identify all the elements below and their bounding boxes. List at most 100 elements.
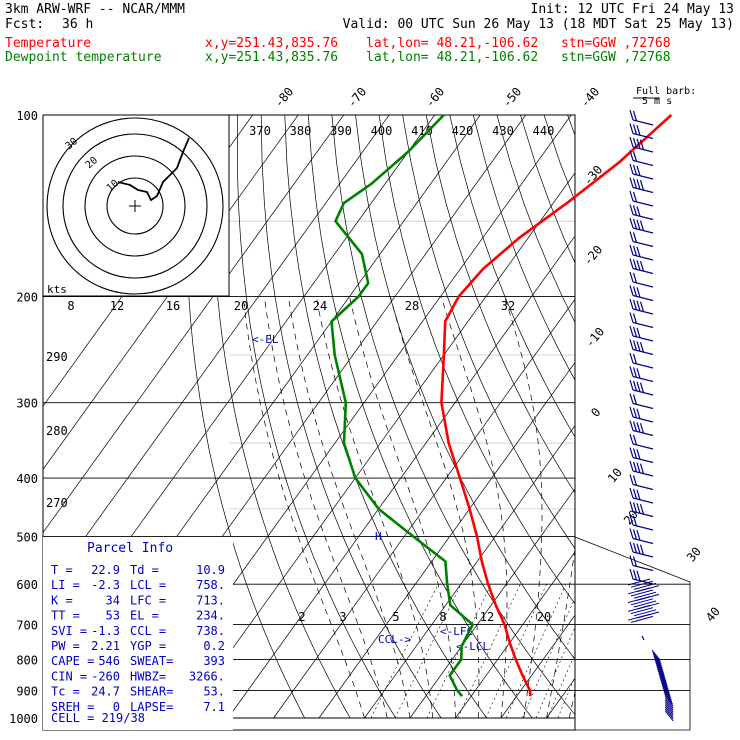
wind-barb bbox=[629, 136, 654, 153]
dry-adiabat bbox=[212, 115, 351, 719]
dewpoint-station: stn=GGW ,72768 bbox=[561, 50, 671, 65]
parcel-value: 758. bbox=[196, 578, 225, 592]
wind-barb bbox=[629, 447, 654, 464]
annotation-label: <-EL bbox=[252, 333, 279, 346]
isotherm bbox=[43, 115, 344, 534]
wind-barb bbox=[658, 674, 668, 686]
valid-time: Valid: 00 UTC Sun 26 May 13 (18 MDT Sat … bbox=[342, 17, 734, 32]
parcel-value: 713. bbox=[196, 593, 225, 607]
parcel-value: 738. bbox=[196, 624, 225, 638]
wind-barb bbox=[641, 635, 645, 641]
isotherm-label: -10 bbox=[583, 325, 608, 351]
dry-adiabat bbox=[638, 115, 740, 718]
model-title: 3km ARW-WRF -- NCAR/MMM bbox=[5, 2, 186, 17]
parcel-label: SREH = bbox=[51, 700, 94, 714]
dry-adiabat bbox=[355, 115, 575, 660]
wind-barb bbox=[629, 204, 654, 221]
wind-barb bbox=[629, 285, 654, 302]
wind-barb bbox=[660, 679, 669, 690]
wind-barb bbox=[629, 244, 654, 261]
wind-barb bbox=[664, 702, 674, 713]
parcel-value: -1.3 bbox=[91, 624, 120, 638]
wind-barb bbox=[633, 591, 657, 599]
parcel-label: LFC = bbox=[130, 593, 166, 607]
wind-barb bbox=[630, 607, 654, 615]
isotherm-label: 40 bbox=[703, 604, 723, 624]
wind-barb bbox=[664, 695, 674, 707]
wind-barb bbox=[629, 433, 654, 450]
mixing-ratio-line bbox=[557, 675, 575, 719]
wind-barb bbox=[629, 366, 654, 383]
wind-barb bbox=[651, 649, 661, 661]
parcel-info-title: Parcel Info bbox=[87, 541, 173, 556]
isotherm bbox=[500, 614, 575, 719]
isotherm-label: -70 bbox=[345, 85, 370, 111]
temperature-curve bbox=[440, 114, 673, 697]
wind-barb bbox=[630, 615, 654, 623]
wind-barb bbox=[629, 420, 654, 437]
dry-adiabat bbox=[567, 115, 575, 137]
dry-adiabat bbox=[236, 115, 396, 719]
parcel-value: 34 bbox=[106, 593, 120, 607]
wind-barb bbox=[664, 708, 674, 720]
pressure-label: 200 bbox=[16, 291, 38, 305]
theta-label: 270 bbox=[46, 496, 68, 510]
parcel-label: LCL = bbox=[130, 578, 166, 592]
mixing-ratio-line bbox=[370, 584, 439, 719]
wind-barb bbox=[655, 662, 664, 673]
mixing-ratio-label: 28 bbox=[405, 299, 419, 313]
theta-label: 390 bbox=[330, 124, 352, 138]
wind-barb bbox=[654, 660, 664, 671]
dry-adiabat bbox=[378, 115, 575, 605]
wind-barb bbox=[629, 541, 654, 558]
parcel-label: LAPSE= bbox=[130, 700, 173, 714]
dry-adiabat bbox=[307, 115, 533, 719]
hodograph: kts 10 20 30 bbox=[42, 114, 230, 297]
dry-adiabat bbox=[402, 115, 575, 550]
wind-barb bbox=[627, 587, 651, 595]
plot-frame bbox=[42, 114, 576, 731]
mixing-ratio-label: 3 bbox=[339, 610, 346, 624]
theta-label: 400 bbox=[371, 124, 393, 138]
isotherm-label: -80 bbox=[272, 85, 297, 111]
dry-adiabat bbox=[472, 115, 575, 381]
theta-label: 430 bbox=[492, 124, 514, 138]
parcel-label: TT = bbox=[51, 609, 80, 623]
parcel-label: SHEAR= bbox=[130, 685, 173, 699]
isotherm-label: 30 bbox=[684, 544, 704, 564]
dry-adiabat bbox=[284, 115, 487, 719]
dewpoint-xy: x,y=251.43,835.76 bbox=[205, 50, 339, 65]
wind-barb bbox=[629, 150, 654, 167]
moist-adiabat bbox=[592, 297, 696, 719]
moist-adiabat bbox=[287, 296, 411, 719]
annotation-label: CCL-> bbox=[378, 633, 411, 646]
mixing-ratio-line bbox=[426, 584, 492, 719]
moist-adiabat bbox=[440, 296, 508, 719]
wind-barb bbox=[629, 163, 654, 180]
temperature-station: stn=GGW ,72768 bbox=[561, 36, 671, 51]
theta-label: 380 bbox=[290, 124, 312, 138]
moist-adiabat bbox=[389, 296, 480, 718]
temperature-latlon: lat,lon= 48.21,-106.62 bbox=[366, 36, 539, 51]
parcel-value: -2.3 bbox=[91, 578, 120, 592]
pressure-label: 900 bbox=[16, 684, 38, 698]
isotherm-label: 10 bbox=[605, 465, 625, 485]
wind-barb bbox=[661, 683, 670, 694]
wind-barb bbox=[627, 613, 651, 621]
theta-label: 370 bbox=[249, 124, 271, 138]
wind-barb bbox=[629, 258, 654, 275]
mixing-ratio-line bbox=[547, 652, 575, 719]
pressure-label: 600 bbox=[16, 578, 38, 592]
isotherm bbox=[43, 115, 390, 597]
wind-barb bbox=[629, 109, 654, 126]
wind-barb bbox=[653, 655, 663, 667]
wind-barb bbox=[629, 528, 654, 545]
parcel-label: SWEAT= bbox=[130, 654, 173, 668]
moist-adiabat bbox=[263, 296, 388, 719]
isotherm bbox=[318, 361, 575, 719]
forecast-label: Fcst: bbox=[5, 17, 45, 32]
mixing-ratio-label: 2 bbox=[298, 610, 305, 624]
theta-label: 440 bbox=[533, 124, 555, 138]
mixing-ratio-label: 8 bbox=[439, 610, 446, 624]
dry-adiabat bbox=[591, 115, 740, 718]
